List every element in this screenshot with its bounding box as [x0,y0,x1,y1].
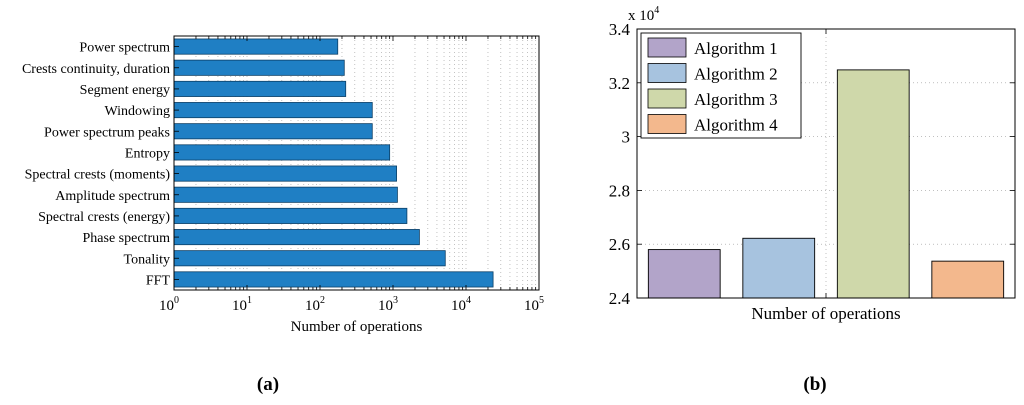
b-y-tick-label: 3.2 [609,74,630,93]
b-bar [742,237,816,299]
a-category-label: Power spectrum [79,41,170,56]
b-legend-label: Algorithm 1 [694,39,778,58]
b-bar [647,249,721,299]
a-x-tick-label: 102 [305,295,325,314]
b-legend-swatch [647,88,687,109]
a-bar [173,102,373,119]
a-bar [173,271,494,288]
b-y-tick-labels: 2.4 2.6 2.8 3 3.2 3.4 [609,20,631,308]
a-x-tick-label: 104 [451,295,471,314]
a-category-label: Phase spectrum [83,231,171,246]
b-legend-label: Algorithm 2 [694,65,778,84]
chart-a: Power spectrum Crests continuity, duratio… [22,35,544,395]
a-ticks [174,36,537,290]
b-bar [931,260,1005,299]
b-panel-label: (b) [803,374,826,395]
a-category-label: Amplitude spectrum [55,189,170,204]
b-legend-label: Algorithm 3 [694,90,778,109]
a-category-label: Tonality [124,252,170,267]
a-bar [173,123,373,140]
b-y-tick-label: 2.6 [609,235,630,254]
b-bars [647,69,1005,299]
a-x-axis-label: Number of operations [291,319,423,335]
a-category-label: Windowing [104,104,170,119]
a-bar [173,186,398,203]
a-bar [173,38,339,55]
a-bar [173,165,397,182]
a-category-label: Power spectrum peaks [44,125,170,140]
a-category-label: Crests continuity, duration [22,62,170,77]
b-y-tick-label: 2.8 [609,181,630,200]
a-category-labels: Power spectrum Crests continuity, duratio… [22,41,170,289]
a-panel-label: (a) [257,374,279,395]
a-x-tick-label: 105 [524,295,544,314]
b-x-axis-label: Number of operations [751,304,900,323]
a-bar [173,229,420,246]
a-category-label: FFT [146,273,171,288]
a-category-label: Segment energy [80,83,170,98]
a-bar [173,144,391,161]
a-category-label: Spectral crests (moments) [25,168,171,183]
b-legend-swatch [647,37,687,58]
a-x-tick-label: 103 [378,295,398,314]
b-legend: Algorithm 1 Algorithm 2 Algorithm 3 Algorit… [640,32,802,139]
a-bars [173,38,494,288]
a-category-label: Spectral crests (energy) [38,210,170,225]
b-legend-swatch [647,63,687,83]
a-bar [173,207,408,224]
a-bar [173,59,345,76]
b-y-tick-label: 3.4 [609,20,631,39]
b-legend-swatch [647,114,687,134]
b-bar [836,69,910,299]
a-category-label: Entropy [125,146,170,161]
a-axes-frame [173,35,540,291]
a-bar [173,80,347,97]
b-y-tick-label: 2.4 [609,289,631,308]
b-ticks [637,28,1015,299]
a-x-tick-label: 100 [159,295,179,314]
b-axis-multiplier: x 104 [628,5,659,24]
a-x-tick-label: 101 [232,295,252,314]
b-y-tick-label: 3 [622,128,631,147]
b-grid [637,29,1015,298]
chart-b: 2.42.62.833.23.4 x 104 Algorithm 1Algori… [609,5,1016,395]
b-legend-label: Algorithm 4 [694,116,778,135]
a-bar [173,250,446,267]
a-x-tick-labels: 100 101 102 103 104 105 [159,295,544,314]
